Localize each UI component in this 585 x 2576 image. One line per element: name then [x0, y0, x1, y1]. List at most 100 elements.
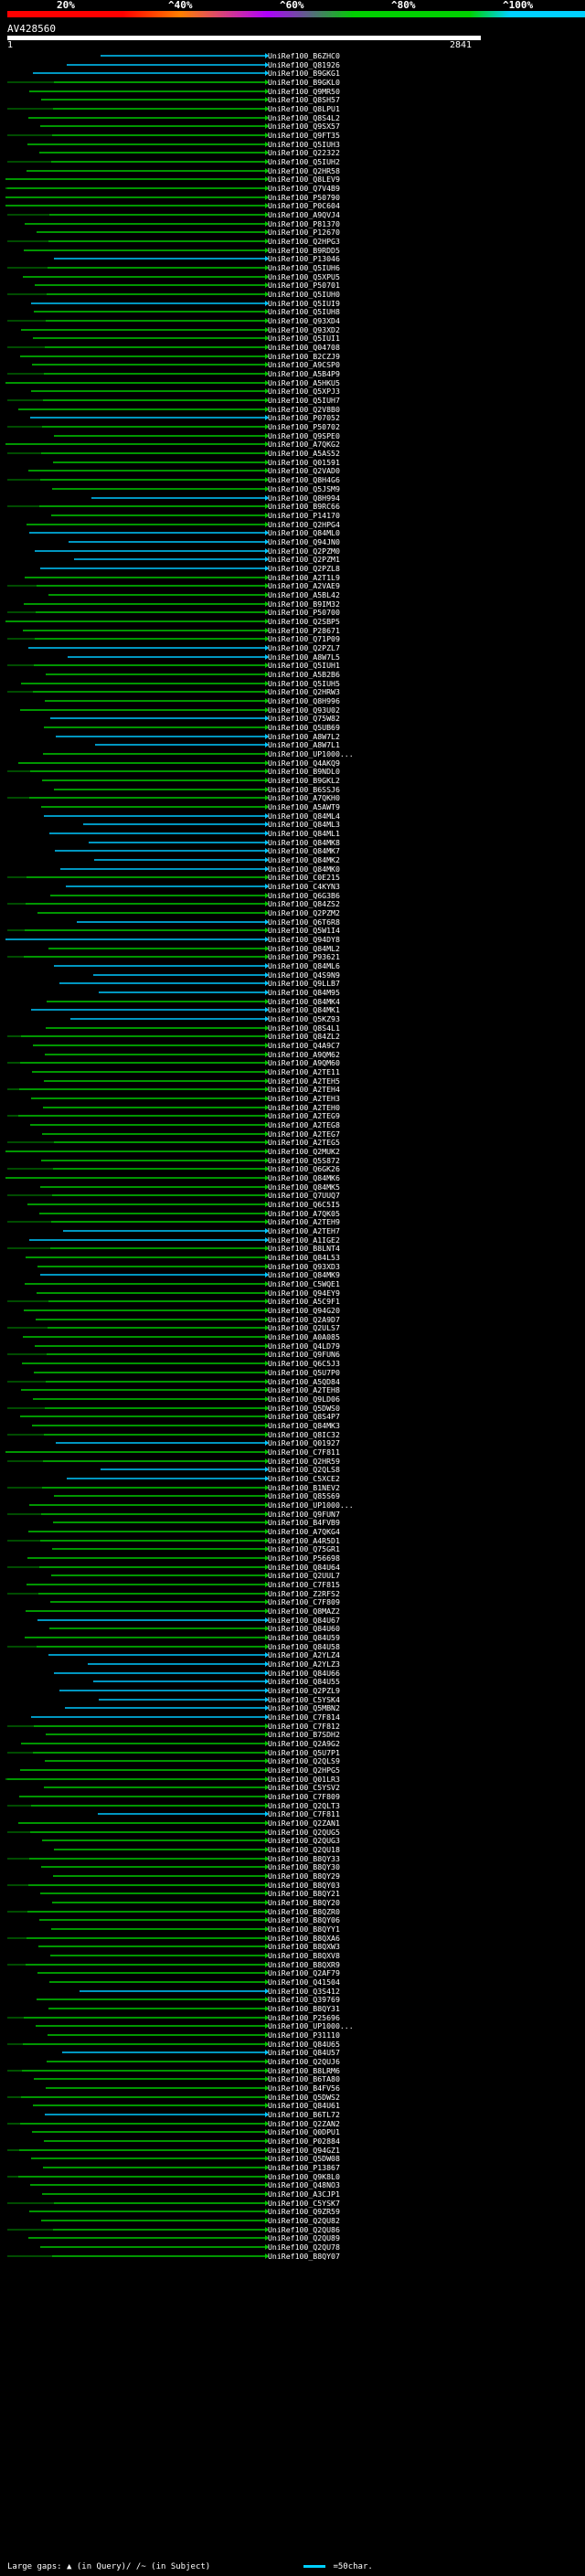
hit-label[interactable]: UniRef100_P12670 [268, 228, 340, 237]
hit-label[interactable]: UniRef100_P81370 [268, 219, 340, 228]
hit-label[interactable]: UniRef100_A9QVJ4 [268, 210, 340, 219]
hit-label[interactable]: UniRef100_A2TEH4 [268, 1085, 340, 1094]
hit-label[interactable]: UniRef100_P31110 [268, 2030, 340, 2040]
hit-label[interactable]: UniRef100_Q5XPU5 [268, 272, 340, 281]
hit-label[interactable]: UniRef100_Q5DWS2 [268, 2093, 340, 2102]
hit-label[interactable]: UniRef100_B8QY07 [268, 2252, 340, 2261]
hit-label[interactable]: UniRef100_Q8IC32 [268, 1430, 340, 1439]
hit-label[interactable]: UniRef100_Q84ML0 [268, 528, 340, 537]
hit-label[interactable]: UniRef100_C7F814 [268, 1712, 340, 1722]
hit-label[interactable]: UniRef100_Q6T6R8 [268, 917, 340, 927]
hit-label[interactable]: UniRef100_UP1000... [268, 749, 354, 758]
hit-label[interactable]: UniRef100_P93621 [268, 952, 340, 961]
hit-label[interactable]: UniRef100_Q5IUH8 [268, 307, 340, 316]
hit-label[interactable]: UniRef100_Q84MK8 [268, 838, 340, 847]
hit-label[interactable]: UniRef100_Q7UUQ7 [268, 1191, 340, 1200]
hit-label[interactable]: UniRef100_Q2PZM0 [268, 546, 340, 556]
hit-label[interactable]: UniRef100_Q2HR58 [268, 166, 340, 175]
hit-label[interactable]: UniRef100_Q9FUN7 [268, 1510, 340, 1519]
hit-label[interactable]: UniRef100_P25696 [268, 2013, 340, 2022]
hit-label[interactable]: UniRef100_Q4AKQ9 [268, 758, 340, 768]
hit-label[interactable]: UniRef100_A9QM62 [268, 1050, 340, 1059]
hit-label[interactable]: UniRef100_Q8LPU1 [268, 104, 340, 113]
hit-label[interactable]: UniRef100_P50702 [268, 422, 340, 431]
hit-label[interactable]: UniRef100_Q93XD2 [268, 325, 340, 334]
hit-label[interactable]: UniRef100_Q84U67 [268, 1616, 340, 1625]
hit-label[interactable]: UniRef100_Q5UB69 [268, 723, 340, 732]
hit-label[interactable]: UniRef100_A9QM60 [268, 1058, 340, 1067]
hit-label[interactable]: UniRef100_Q2HR59 [268, 1457, 340, 1466]
hit-label[interactable]: UniRef100_C7F815 [268, 1580, 340, 1589]
hit-label[interactable]: UniRef100_Q8S4P7 [268, 1412, 340, 1421]
hit-label[interactable]: UniRef100_P13046 [268, 254, 340, 263]
hit-label[interactable]: UniRef100_Q5U7P1 [268, 1748, 340, 1757]
hit-label[interactable]: UniRef100_P07052 [268, 413, 340, 422]
hit-label[interactable]: UniRef100_Q2HPG4 [268, 520, 340, 529]
hit-label[interactable]: UniRef100_Q5KZ93 [268, 1014, 340, 1023]
hit-label[interactable]: UniRef100_Q2PZM1 [268, 555, 340, 564]
hit-label[interactable]: UniRef100_C5WQE1 [268, 1279, 340, 1288]
hit-label[interactable]: UniRef100_A8W7L1 [268, 740, 340, 749]
hit-label[interactable]: UniRef100_C4KYN3 [268, 882, 340, 891]
hit-label[interactable]: UniRef100_C5YSV2 [268, 1783, 340, 1792]
hit-label[interactable]: UniRef100_Q9SPE0 [268, 431, 340, 440]
hit-label[interactable]: UniRef100_Q2ZAN1 [268, 1818, 340, 1828]
hit-label[interactable]: UniRef100_Q6G3B6 [268, 891, 340, 900]
hit-label[interactable]: UniRef100_C5YSK4 [268, 1695, 340, 1704]
hit-label[interactable]: UniRef100_Q6C5J3 [268, 1359, 340, 1368]
hit-label[interactable]: UniRef100_C7F812 [268, 1722, 340, 1731]
hit-label[interactable]: UniRef100_Q2QU82 [268, 2216, 340, 2225]
hit-label[interactable]: UniRef100_Q9FT35 [268, 131, 340, 140]
hit-label[interactable]: UniRef100_B1NEV2 [268, 1483, 340, 1492]
hit-label[interactable]: UniRef100_Q2QUG3 [268, 1836, 340, 1845]
hit-label[interactable]: UniRef100_Q5IUI1 [268, 334, 340, 343]
hit-label[interactable]: UniRef100_Q2PZL7 [268, 643, 340, 652]
hit-label[interactable]: UniRef100_Q93U02 [268, 705, 340, 715]
hit-label[interactable]: UniRef100_Z2RFS2 [268, 1589, 340, 1598]
hit-label[interactable]: UniRef100_Q9LLB7 [268, 979, 340, 988]
hit-label[interactable]: UniRef100_Q5IUH7 [268, 396, 340, 405]
hit-label[interactable]: UniRef100_A1IGE2 [268, 1235, 340, 1245]
hit-label[interactable]: UniRef100_B6ZHC0 [268, 51, 340, 60]
hit-label[interactable]: UniRef100_B6TL72 [268, 2110, 340, 2119]
hit-label[interactable]: UniRef100_Q5IUH1 [268, 661, 340, 670]
hit-label[interactable]: UniRef100_Q93XD4 [268, 316, 340, 325]
hit-label[interactable]: UniRef100_Q94GZ1 [268, 2146, 340, 2155]
hit-label[interactable]: UniRef100_P13867 [268, 2163, 340, 2172]
hit-label[interactable]: UniRef100_Q84ML1 [268, 829, 340, 838]
hit-label[interactable]: UniRef100_Q84ZL2 [268, 1032, 340, 1041]
hit-label[interactable]: UniRef100_A2TEG7 [268, 1129, 340, 1139]
hit-label[interactable]: UniRef100_Q9LD06 [268, 1394, 340, 1404]
hit-label[interactable]: UniRef100_Q84ML3 [268, 820, 340, 829]
hit-label[interactable]: UniRef100_Q84MK3 [268, 1421, 340, 1430]
hit-label[interactable]: UniRef100_Q2A9D7 [268, 1315, 340, 1324]
hit-label[interactable]: UniRef100_A7QKG2 [268, 440, 340, 449]
hit-label[interactable]: UniRef100_A5AWT9 [268, 802, 340, 811]
hit-label[interactable]: UniRef100_A5C9F1 [268, 1297, 340, 1306]
hit-label[interactable]: UniRef100_Q5IUH3 [268, 140, 340, 149]
hit-label[interactable]: UniRef100_C5YSK7 [268, 2199, 340, 2208]
hit-label[interactable]: UniRef100_Q84ZS2 [268, 899, 340, 908]
hit-label[interactable]: UniRef100_Q8MAZ2 [268, 1606, 340, 1616]
hit-label[interactable]: UniRef100_Q9MR50 [268, 87, 340, 96]
hit-label[interactable]: UniRef100_Q2HPG3 [268, 237, 340, 246]
hit-label[interactable]: UniRef100_A5B2B6 [268, 670, 340, 679]
hit-label[interactable]: UniRef100_A8W7L5 [268, 652, 340, 662]
hit-label[interactable]: UniRef100_P0C604 [268, 201, 340, 210]
hit-label[interactable]: UniRef100_C5XCE2 [268, 1474, 340, 1483]
hit-label[interactable]: UniRef100_Q2QU78 [268, 2242, 340, 2252]
hit-label[interactable]: UniRef100_Q2QLS9 [268, 1756, 340, 1765]
hit-label[interactable]: UniRef100_B4FV56 [268, 2083, 340, 2093]
hit-label[interactable]: UniRef100_Q6GK26 [268, 1164, 340, 1173]
hit-label[interactable]: UniRef100_B8QY03 [268, 1881, 340, 1890]
hit-label[interactable]: UniRef100_A2VAE9 [268, 581, 340, 590]
hit-label[interactable]: UniRef100_A8W7L2 [268, 732, 340, 741]
hit-label[interactable]: UniRef100_Q8H996 [268, 696, 340, 705]
hit-label[interactable]: UniRef100_B8QY30 [268, 1862, 340, 1871]
hit-label[interactable]: UniRef100_B9IM32 [268, 599, 340, 609]
hit-label[interactable]: UniRef100_Q81926 [268, 60, 340, 69]
hit-label[interactable]: UniRef100_B8QXW3 [268, 1942, 340, 1951]
hit-label[interactable]: UniRef100_B8QXA6 [268, 1934, 340, 1943]
hit-label[interactable]: UniRef100_C7F811 [268, 1447, 340, 1457]
hit-label[interactable]: UniRef100_A5BL42 [268, 590, 340, 599]
